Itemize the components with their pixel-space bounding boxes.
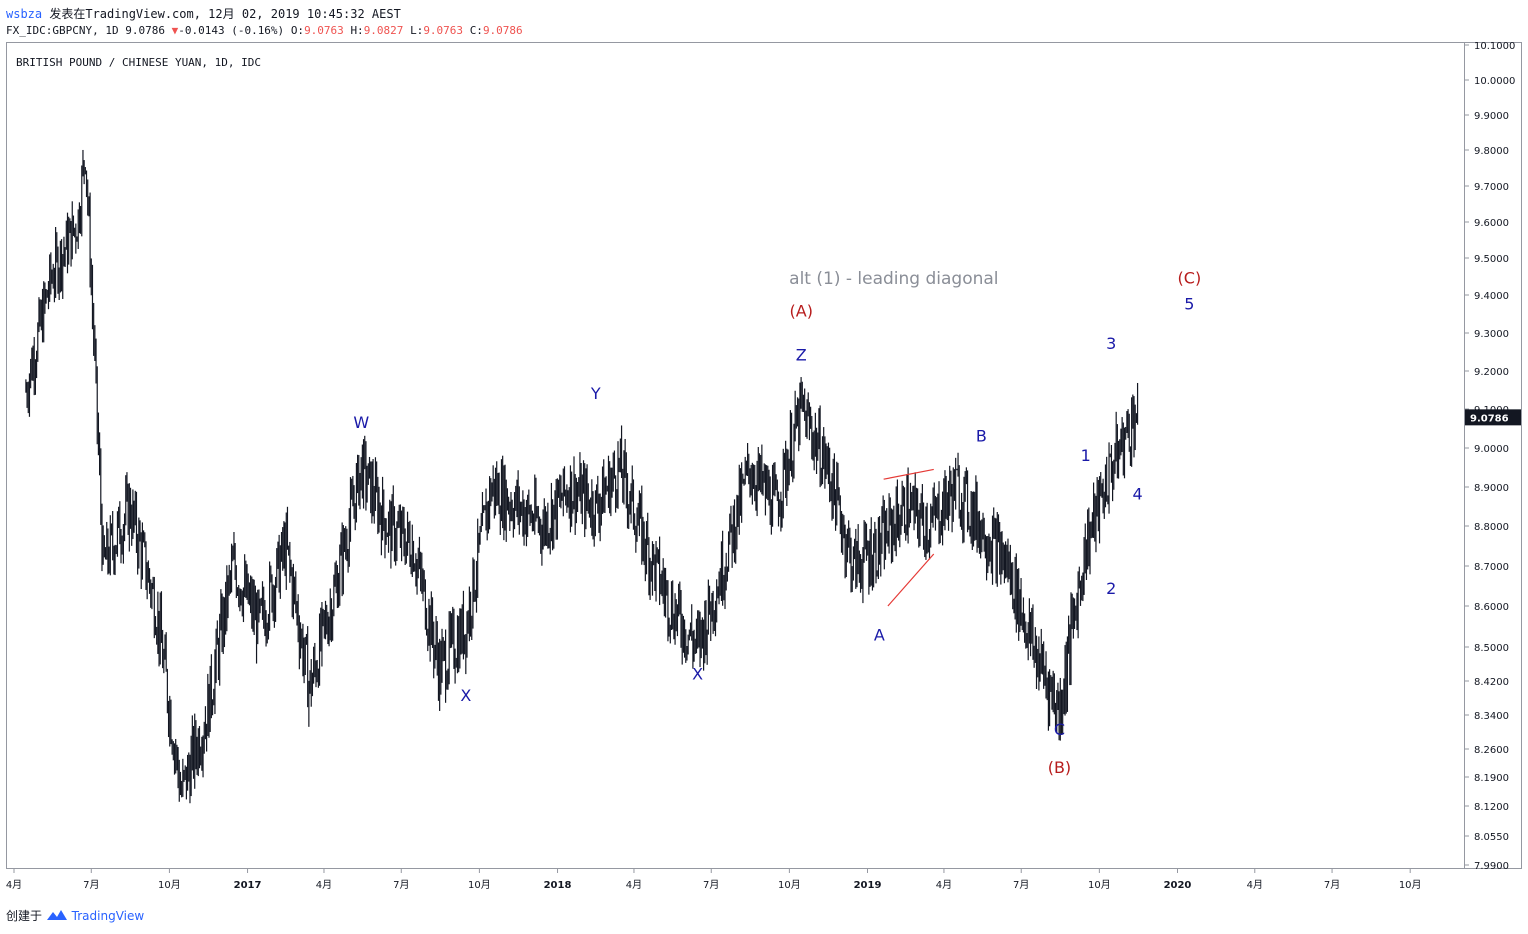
high-value: 9.0827 bbox=[363, 24, 404, 37]
x-tick-label: 2017 bbox=[234, 880, 262, 891]
wave-label: Z bbox=[796, 346, 807, 365]
x-tick-label: 7月 bbox=[703, 879, 719, 891]
low-value: 9.0763 bbox=[423, 24, 464, 37]
x-tick-label: 4月 bbox=[626, 879, 642, 891]
wave-label: 5 bbox=[1184, 295, 1194, 314]
diagonal-lower-line bbox=[887, 553, 935, 607]
open-value: 9.0763 bbox=[304, 24, 344, 37]
last-price-label: 9.0786 bbox=[1470, 413, 1509, 424]
y-tick-label: 8.9000 bbox=[1474, 483, 1509, 494]
x-tick-label: 4月 bbox=[1247, 879, 1263, 891]
footer: 创建于 TradingView bbox=[6, 907, 144, 924]
tradingview-logo-icon[interactable] bbox=[46, 909, 72, 923]
publish-info: wsbza 发表在TradingView.com, 12月 02, 2019 1… bbox=[6, 5, 401, 22]
x-tick-label: 10月 bbox=[1399, 879, 1422, 891]
y-tick-label: 7.9900 bbox=[1474, 861, 1509, 869]
down-arrow-icon: ▼ bbox=[171, 24, 179, 37]
wave-label: 4 bbox=[1132, 484, 1142, 503]
x-tick-label: 7月 bbox=[1013, 879, 1029, 891]
diagonal-upper-line bbox=[883, 468, 934, 480]
x-tick-label: 2018 bbox=[544, 880, 572, 891]
ticker: FX_IDC:GBPCNY, 1D bbox=[6, 24, 119, 37]
y-tick-label: 10.1000 bbox=[1474, 42, 1515, 52]
symbol-title: BRITISH POUND / CHINESE YUAN, 1D, IDC bbox=[16, 56, 262, 69]
wave-label: B bbox=[976, 427, 987, 446]
open-label: O: bbox=[290, 24, 305, 37]
x-tick-label: 4月 bbox=[936, 879, 952, 891]
wave-label: Y bbox=[590, 384, 601, 403]
wave-label: (A) bbox=[790, 302, 813, 321]
price-chart[interactable]: W X Y X Z (A) A B C (B) 1 2 3 4 (C) 5 alt (1) - leading … bbox=[6, 42, 1522, 869]
wave-label: X bbox=[692, 665, 703, 684]
y-tick-label: 10.0000 bbox=[1474, 76, 1515, 87]
candles bbox=[25, 149, 1139, 804]
wave-label: A bbox=[874, 625, 885, 644]
x-tick-label: 4月 bbox=[6, 879, 22, 891]
x-tick-label: 10月 bbox=[778, 879, 801, 891]
x-tick-label: 7月 bbox=[83, 879, 99, 891]
y-tick-label: 8.8000 bbox=[1474, 522, 1509, 533]
publish-timestamp: 发表在TradingView.com, 12月 02, 2019 10:45:3… bbox=[49, 7, 401, 21]
wave-label: 3 bbox=[1106, 334, 1116, 353]
y-tick-label: 8.0550 bbox=[1474, 832, 1509, 843]
wave-labels: W X Y X Z (A) A B C (B) 1 2 3 4 (C) 5 alt (1) - leading … bbox=[353, 269, 1201, 777]
wave-label: 2 bbox=[1106, 579, 1116, 598]
chart-border bbox=[6, 42, 1522, 869]
change-value: -0.0143 (-0.16%) bbox=[178, 24, 285, 37]
x-tick-label: 2020 bbox=[1164, 880, 1192, 891]
created-with-label: 创建于 bbox=[6, 909, 43, 923]
last-price-box bbox=[1465, 409, 1521, 426]
x-tick-label: 2019 bbox=[854, 880, 882, 891]
y-tick-label: 9.5000 bbox=[1474, 254, 1509, 265]
high-label: H: bbox=[350, 24, 364, 37]
y-tick-label: 9.2000 bbox=[1474, 367, 1509, 378]
y-tick-label: 8.6000 bbox=[1474, 602, 1509, 613]
y-tick-label: 8.7000 bbox=[1474, 562, 1509, 573]
wave-label: W bbox=[353, 413, 369, 432]
x-tick-label: 4月 bbox=[316, 879, 332, 891]
ohlc-legend: FX_IDC:GBPCNY, 1D 9.0786 ▼-0.0143 (-0.16… bbox=[6, 24, 523, 37]
y-tick-label: 8.2600 bbox=[1474, 745, 1509, 756]
wave-label: 1 bbox=[1081, 446, 1091, 465]
y-tick-label: 9.3000 bbox=[1474, 329, 1509, 340]
tradingview-brand[interactable]: TradingView bbox=[71, 909, 145, 923]
wave-label: (C) bbox=[1178, 269, 1202, 288]
x-tick-label: 10月 bbox=[468, 879, 491, 891]
trendlines bbox=[883, 468, 935, 607]
y-tick-label: 8.1900 bbox=[1474, 773, 1509, 784]
y-tick-label: 9.9000 bbox=[1474, 111, 1509, 122]
last-price-tag: 9.0786 bbox=[1465, 409, 1521, 426]
y-tick-label: 8.5000 bbox=[1474, 643, 1509, 654]
last-value: 9.0786 bbox=[125, 24, 165, 37]
y-tick-label: 9.6000 bbox=[1474, 218, 1509, 229]
author-link[interactable]: wsbza bbox=[6, 7, 43, 21]
y-tick-label: 9.0000 bbox=[1474, 444, 1509, 455]
y-tick-label: 8.3400 bbox=[1474, 711, 1509, 722]
y-tick-label: 9.4000 bbox=[1474, 291, 1509, 302]
y-tick-label: 8.4200 bbox=[1474, 677, 1509, 688]
close-label: C: bbox=[469, 24, 483, 37]
wave-label: X bbox=[460, 686, 471, 705]
x-tick-label: 7月 bbox=[1324, 879, 1340, 891]
time-axis[interactable]: 4月 7月 10月 2017 4月 7月 10月 2018 4月 7月 10月 2019 4月 7月 10月… bbox=[6, 869, 1522, 897]
close-value: 9.0786 bbox=[482, 24, 523, 37]
x-tick-label: 7月 bbox=[393, 879, 409, 891]
y-tick-label: 8.1200 bbox=[1474, 802, 1509, 813]
y-tick-label: 9.8000 bbox=[1474, 146, 1509, 157]
x-tick-label: 10月 bbox=[1088, 879, 1111, 891]
x-tick-label: 10月 bbox=[158, 879, 181, 891]
wave-label: (B) bbox=[1048, 758, 1071, 777]
annotation-text: alt (1) - leading diagonal bbox=[789, 269, 998, 289]
wave-label: C bbox=[1054, 720, 1065, 739]
y-tick-label: 9.7000 bbox=[1474, 182, 1509, 193]
low-label: L: bbox=[410, 24, 424, 37]
